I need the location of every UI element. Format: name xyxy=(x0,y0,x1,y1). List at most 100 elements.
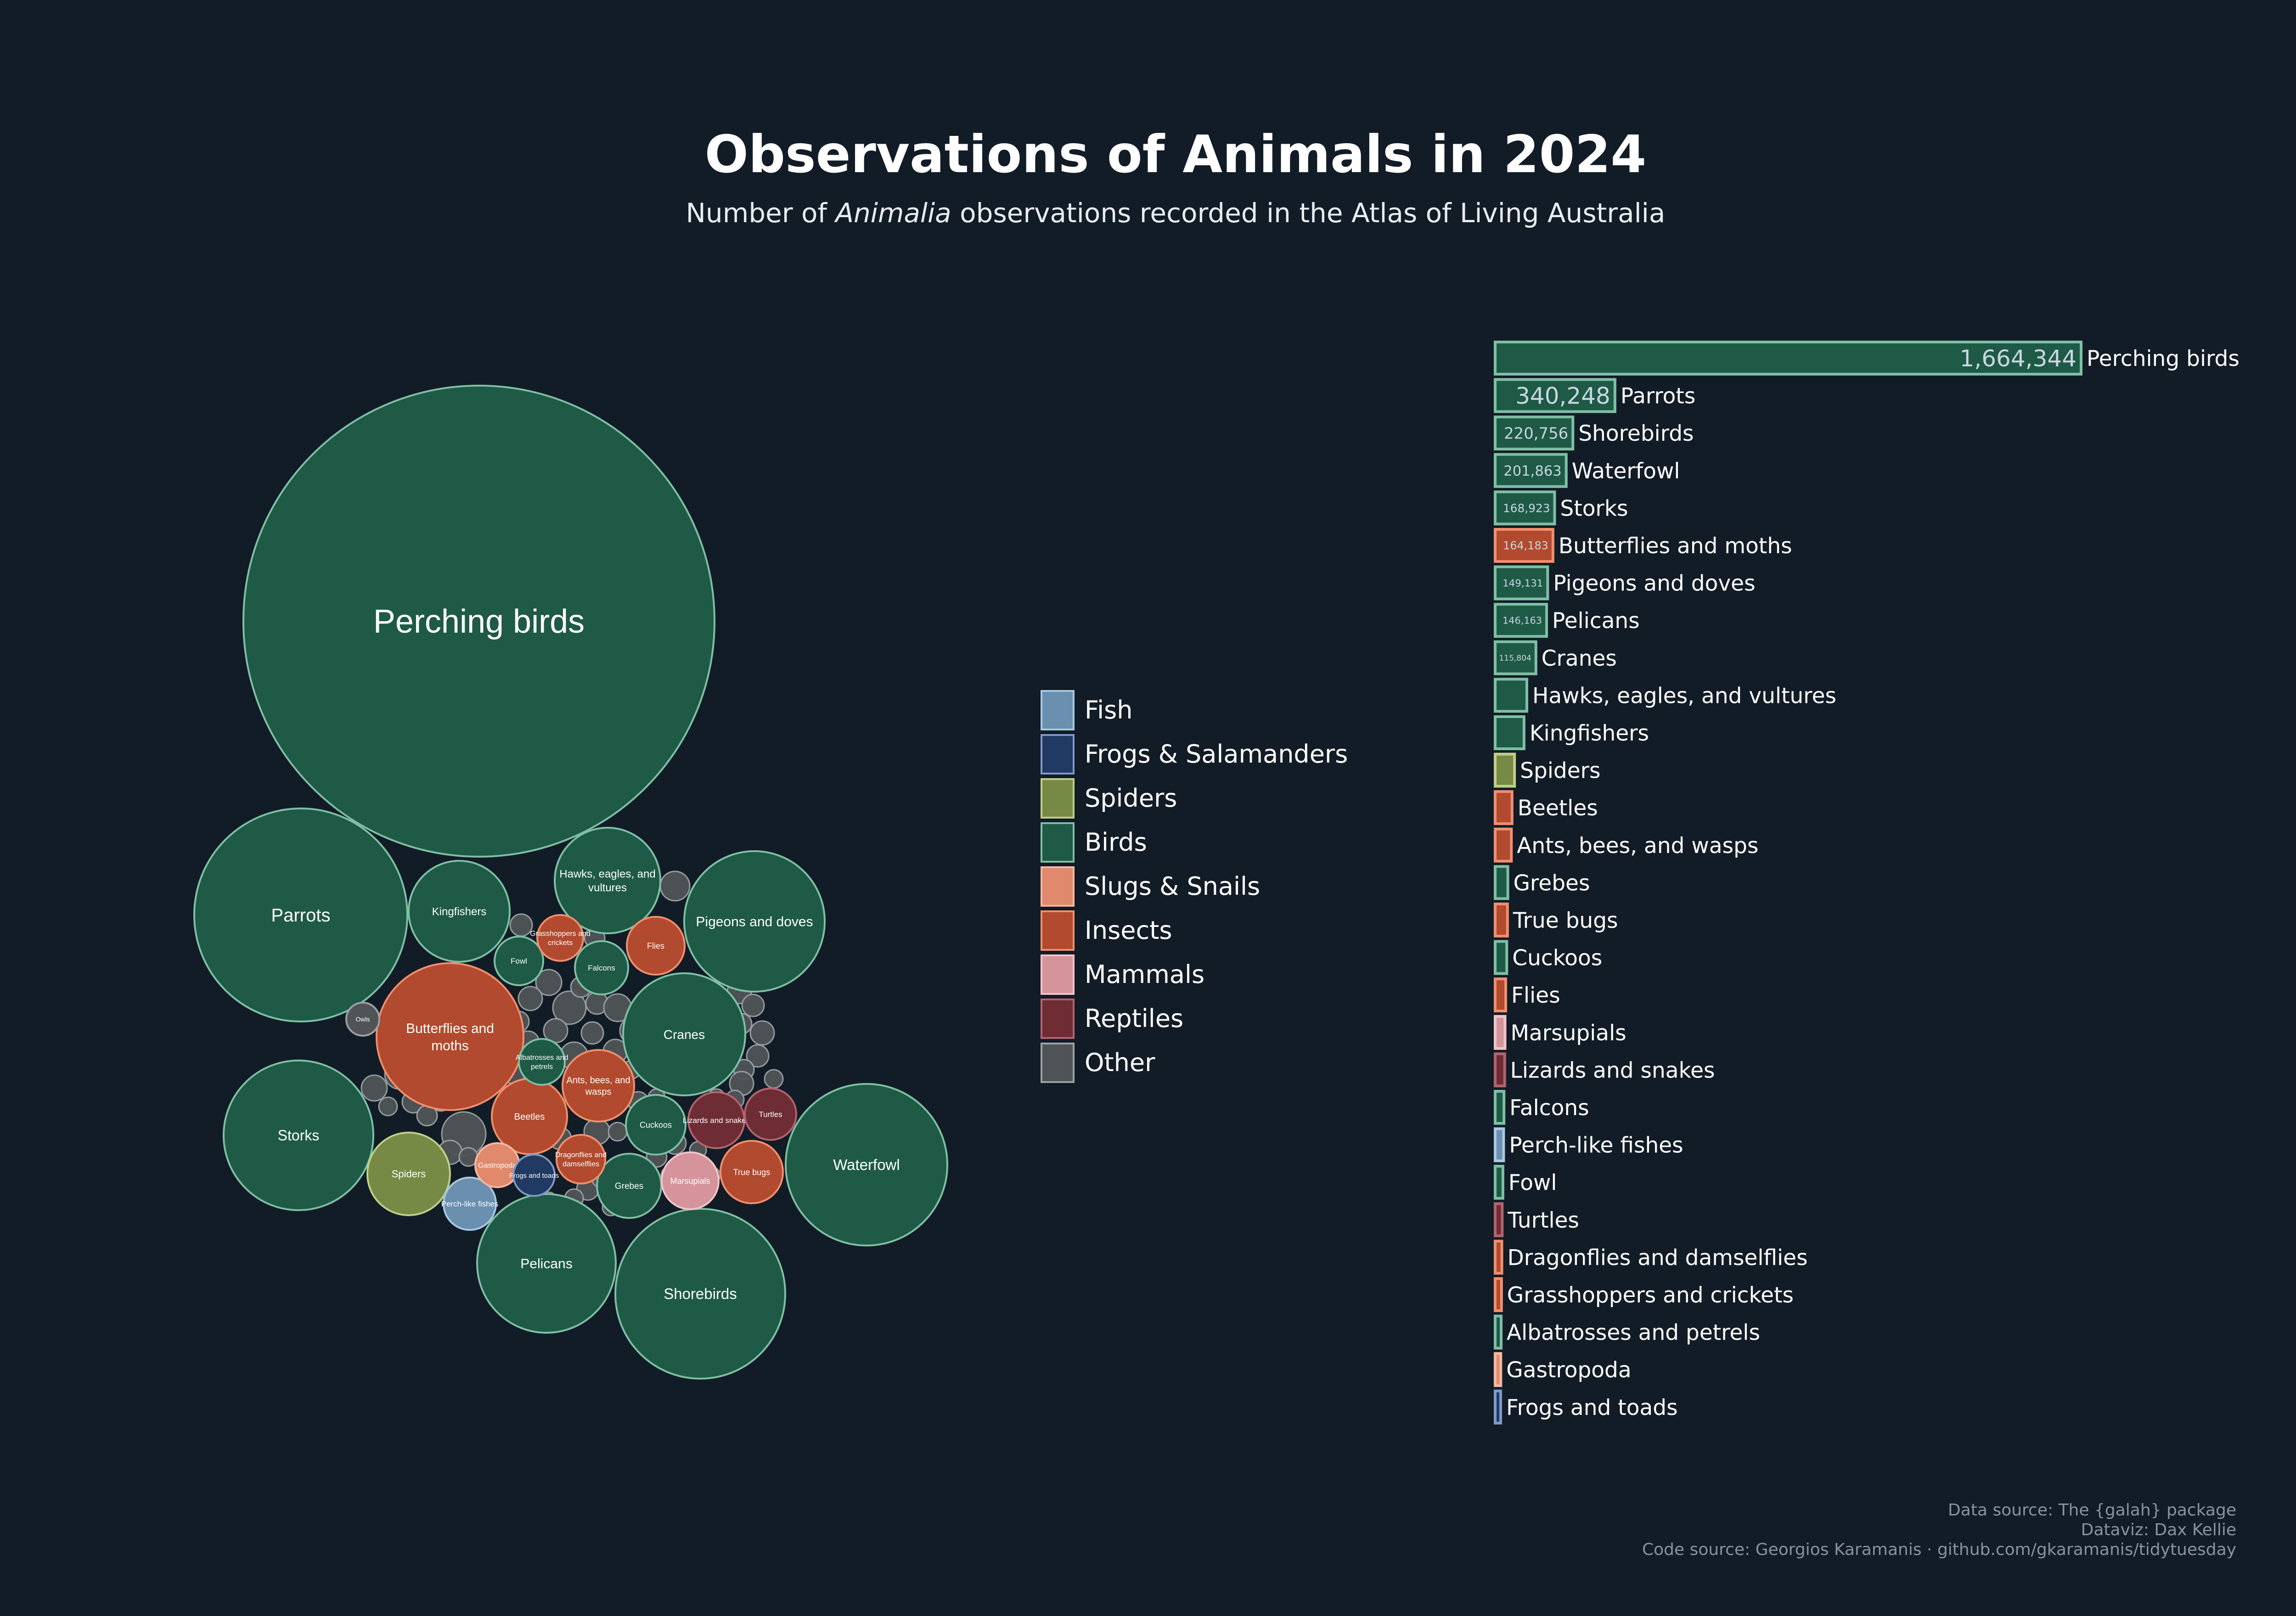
bubble-cranes xyxy=(622,972,746,1096)
bar-label-pigeons-and-doves: Pigeons and doves xyxy=(1553,571,1755,596)
bubble-label-pelicans: Pelicans xyxy=(520,1257,572,1272)
bubble-label-grasshoppers-and-crickets-1: Grasshoppers and xyxy=(530,930,591,938)
legend-swatch-birds xyxy=(1041,822,1075,863)
bar-value-cranes: 115,804 xyxy=(1499,654,1531,663)
bubble-label-albatrosses-and-petrels-1: Albatrosses and xyxy=(516,1054,568,1062)
bar-label-kingfishers: Kingfishers xyxy=(1530,721,1649,746)
bar-label-marsupials: Marsupials xyxy=(1510,1021,1626,1046)
bar-label-storks: Storks xyxy=(1560,496,1628,521)
bubble-label-shorebirds: Shorebirds xyxy=(664,1285,737,1302)
bar-value-pigeons-and-doves: 149,131 xyxy=(1503,578,1543,589)
legend-swatch-frogs-salamanders xyxy=(1041,734,1075,774)
legend-swatch-spiders xyxy=(1041,778,1075,819)
bubble-cuckoos xyxy=(625,1094,687,1156)
bubble-label-ants-bees-and-wasps-1: Ants, bees, and xyxy=(567,1076,630,1086)
bar-label-parrots: Parrots xyxy=(1621,384,1696,409)
bubble-grasshoppers-and-crickets xyxy=(536,914,584,962)
bar-label-grebes: Grebes xyxy=(1514,870,1590,896)
bubble-label-fowl: Fowl xyxy=(511,957,527,965)
bubble-label-flies: Flies xyxy=(647,941,664,950)
bubble-frogs-and-toads xyxy=(512,1154,556,1197)
caption-source: Data source: The {galah} package xyxy=(1948,1501,2236,1520)
bar-true-bugs xyxy=(1494,903,1509,937)
bubble-label-ants-bees-and-wasps-2: wasps xyxy=(585,1087,612,1097)
bar-cuckoos xyxy=(1494,940,1508,975)
bubble-other-43 xyxy=(764,1069,784,1089)
bar-storks xyxy=(1494,490,1556,526)
bubble-label-cuckoos: Cuckoos xyxy=(640,1120,672,1129)
bar-label-frogs-and-toads: Frogs and toads xyxy=(1506,1395,1678,1420)
bubble-other-19 xyxy=(608,1122,628,1142)
bar-value-butterflies-and-moths: 164,183 xyxy=(1503,539,1548,552)
bubble-hawks-eagles-and-vultures xyxy=(554,827,661,934)
chart-subtitle: Number of Animalia observations recorded… xyxy=(0,197,2296,229)
bar-parrots xyxy=(1494,378,1616,413)
bubble-storks xyxy=(223,1060,374,1211)
bubble-label-lizards-and-snakes: Lizards and snakes xyxy=(683,1116,750,1125)
bar-lizards-and-snakes xyxy=(1494,1052,1506,1088)
bar-label-lizards-and-snakes: Lizards and snakes xyxy=(1510,1058,1715,1083)
bar-frogs-and-toads xyxy=(1494,1389,1502,1425)
bar-label-hawks-eagles-and-vultures: Hawks, eagles, and vultures xyxy=(1532,683,1836,708)
bar-value-storks: 168,923 xyxy=(1503,501,1550,515)
bubble-dragonflies-and-damselflies xyxy=(556,1134,606,1184)
legend-swatch-mammals xyxy=(1041,954,1075,995)
bar-label-fowl: Fowl xyxy=(1508,1170,1557,1195)
bar-spiders xyxy=(1494,752,1516,788)
legend-swatch-slugs-snails xyxy=(1041,866,1075,907)
bar-hawks-eagles-and-vultures xyxy=(1494,678,1529,713)
bubble-pack: Perching birds Parrots Shorebirds Waterfowl… xyxy=(193,385,948,1380)
bar-falcons xyxy=(1494,1090,1506,1125)
bar-value-parrots: 340,248 xyxy=(1515,383,1610,410)
bar-label-shorebirds: Shorebirds xyxy=(1578,421,1694,446)
bubble-label-spiders: Spiders xyxy=(392,1168,426,1180)
legend-swatch-other xyxy=(1041,1043,1075,1083)
legend-label-birds: Birds xyxy=(1085,828,1147,857)
bar-label-falcons: Falcons xyxy=(1509,1095,1589,1121)
bubble-label-hawks-eagles-and-vultures-2: vultures xyxy=(588,881,627,894)
bar-kingfishers xyxy=(1494,715,1525,750)
bar-label-ants-bees-and-wasps: Ants, bees, and wasps xyxy=(1517,833,1758,858)
bar-beetles xyxy=(1494,790,1514,825)
bar-turtles xyxy=(1494,1202,1504,1237)
bubble-label-parrots: Parrots xyxy=(271,905,331,926)
bubble-kingfishers xyxy=(408,860,511,963)
legend-swatch-fish xyxy=(1041,690,1075,730)
bar-label-dragonflies-and-damselflies: Dragonflies and damselflies xyxy=(1508,1245,1808,1270)
bubble-waterfowl xyxy=(785,1083,948,1246)
bubble-pigeons-and-doves xyxy=(683,850,826,993)
bar-pelicans xyxy=(1494,603,1548,638)
bubble-spiders xyxy=(366,1132,451,1216)
bubble-label-grasshoppers-and-crickets-2: crickets xyxy=(548,939,573,947)
bubble-perch-like-fishes xyxy=(443,1177,497,1231)
bubble-other-40 xyxy=(746,1044,770,1068)
bar-waterfowl xyxy=(1494,453,1568,488)
bar-label-cuckoos: Cuckoos xyxy=(1512,946,1602,971)
bubble-label-gastropoda: Gastropoda xyxy=(478,1162,517,1170)
legend-label-spiders: Spiders xyxy=(1085,784,1177,813)
bubble-flies xyxy=(626,916,686,976)
bubble-lizards-and-snakes xyxy=(687,1091,745,1149)
bar-value-waterfowl: 201,863 xyxy=(1503,463,1562,479)
bubble-label-butterflies-and-moths-2: moths xyxy=(431,1038,469,1053)
bubble-other-22 xyxy=(360,1074,388,1102)
bar-label-true-bugs: True bugs xyxy=(1513,908,1618,933)
bubble-label-true-bugs: True bugs xyxy=(733,1167,770,1177)
chart-title: Observations of Animals in 2024 xyxy=(704,125,1647,185)
bubble-other-24 xyxy=(378,1096,398,1117)
bar-label-albatrosses-and-petrels: Albatrosses and petrels xyxy=(1507,1320,1760,1346)
bubble-label-dragonflies-and-damselflies-1: Dragonflies and xyxy=(555,1151,607,1159)
bubble-pelicans xyxy=(476,1193,617,1334)
subtitle-part-2: observations recorded in the Atlas of Li… xyxy=(951,197,1666,229)
bubble-other-39 xyxy=(749,1020,775,1046)
bar-butterflies-and-moths xyxy=(1494,528,1554,563)
bubble-marsupials xyxy=(661,1151,720,1210)
bar-flies xyxy=(1494,977,1508,1013)
bar-shorebirds xyxy=(1494,415,1575,451)
bubble-other-12 xyxy=(580,1021,604,1045)
subtitle-part-1: Number of xyxy=(686,197,836,229)
bubble-fowl xyxy=(494,936,544,986)
bar-label-spiders: Spiders xyxy=(1520,758,1600,784)
bar-marsupials xyxy=(1494,1015,1507,1050)
caption-code: Code source: Georgios Karamanis · github… xyxy=(1642,1540,2236,1559)
